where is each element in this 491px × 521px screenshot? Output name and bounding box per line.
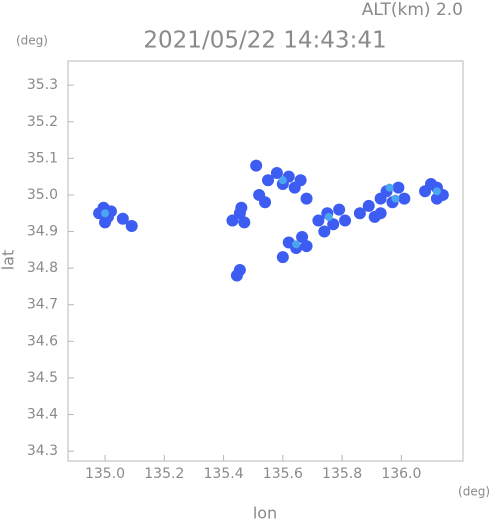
echo-point (318, 225, 331, 238)
echo-point (259, 196, 272, 209)
y-tick-label: 35.1 (27, 150, 58, 166)
echo-point (250, 159, 263, 172)
x-tick-label: 135.0 (85, 466, 125, 482)
echo-point (235, 201, 248, 214)
echo-point (391, 194, 400, 203)
echo-point (353, 207, 366, 220)
echo-point (385, 183, 394, 192)
x-tick-label: 135.8 (322, 466, 362, 482)
y-tick-label: 34.9 (27, 224, 58, 240)
echo-point (374, 207, 387, 220)
y-tick-label: 34.3 (27, 443, 58, 459)
echo-point (324, 212, 333, 221)
echo-point (392, 181, 405, 194)
echo-point (432, 187, 441, 196)
echo-point (238, 216, 251, 229)
x-tick-label: 136.0 (381, 466, 421, 482)
y-tick-label: 35.3 (27, 77, 58, 93)
echo-point (312, 214, 325, 227)
echo-point (300, 240, 313, 253)
y-tick-label: 34.6 (27, 333, 58, 349)
y-axis-label: lat (0, 250, 18, 271)
echo-point (276, 251, 289, 264)
echo-point (333, 203, 346, 216)
x-axis-label: lon (253, 504, 277, 521)
chart-title: 2021/05/22 14:43:41 (143, 28, 386, 54)
x-tick-label: 135.6 (263, 466, 303, 482)
echo-point (226, 214, 239, 227)
echo-point (300, 192, 313, 205)
echo-point (398, 192, 411, 205)
x-tick-label: 135.2 (144, 466, 184, 482)
y-tick-label: 34.4 (27, 407, 58, 423)
echo-point (262, 174, 275, 187)
echo-point (125, 220, 138, 233)
y-tick-label: 35.2 (27, 114, 58, 130)
y-tick-label: 35.0 (27, 187, 58, 203)
echo-point (339, 214, 352, 227)
echo-point (296, 231, 309, 244)
y-unit: (deg) (16, 34, 48, 48)
echo-point (99, 216, 112, 229)
echo-point (270, 166, 283, 179)
plot-frame (67, 60, 464, 462)
echo-point (294, 174, 307, 187)
echo-point (230, 269, 243, 282)
x-tick-label: 135.4 (204, 466, 244, 482)
echo-point (327, 218, 340, 231)
y-tick-label: 34.5 (27, 370, 58, 386)
echo-point (430, 192, 443, 205)
echo-point (101, 209, 110, 218)
y-tick-label: 34.8 (27, 260, 58, 276)
altitude-label: ALT(km) 2.0 (362, 0, 463, 20)
echo-point (116, 212, 129, 225)
echo-point (362, 199, 375, 212)
echo-point (278, 176, 287, 185)
x-unit: (deg) (458, 485, 490, 499)
y-tick-label: 34.7 (27, 297, 58, 313)
echo-point (292, 240, 301, 249)
